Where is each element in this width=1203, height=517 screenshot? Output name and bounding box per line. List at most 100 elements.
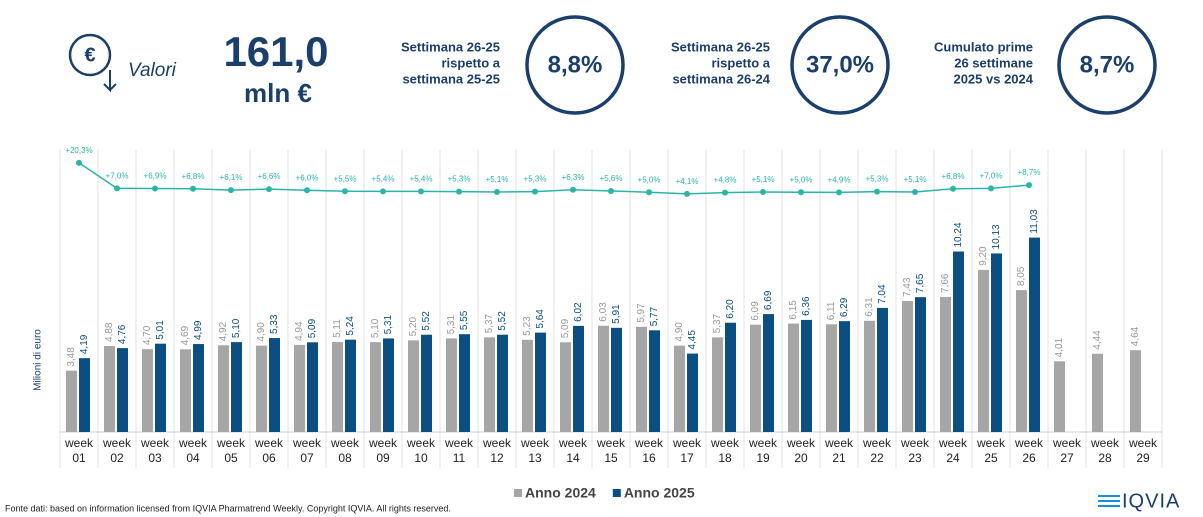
growth-label: +4,1% [676, 177, 699, 186]
kpi-circle [525, 15, 625, 115]
growth-point [570, 186, 576, 193]
bar [408, 340, 419, 432]
bar [383, 338, 394, 432]
data-label: 4,45 [687, 330, 698, 350]
data-label: 10,13 [991, 224, 1002, 249]
bar [839, 321, 850, 432]
kpi-caption: rispetto a [711, 55, 770, 70]
bar [535, 332, 546, 432]
bar [560, 342, 571, 432]
x-tick-label: week 26 [1014, 436, 1044, 465]
growth-point [456, 188, 462, 195]
euro-symbol: € [84, 44, 95, 66]
x-tick-label: week 16 [634, 436, 664, 465]
bar [142, 349, 153, 432]
total-value: 161,0 [223, 28, 328, 75]
bar [864, 320, 875, 432]
growth-point [532, 188, 538, 195]
growth-line [78, 162, 1030, 195]
kpi-caption: 2025 vs 2024 [953, 71, 1033, 86]
data-label: 6,20 [725, 299, 736, 319]
growth-point [874, 188, 880, 195]
bar [1054, 361, 1065, 432]
bar [345, 339, 356, 432]
data-label: 7,65 [915, 273, 926, 293]
data-label: 5,91 [611, 304, 622, 324]
data-label: 4,88 [104, 322, 115, 342]
bar [117, 348, 128, 432]
bar [750, 324, 761, 432]
data-label: 7,66 [940, 273, 951, 293]
x-tick-label: week 28 [1090, 436, 1120, 465]
growth-point [418, 188, 424, 195]
x-tick-label: week 23 [900, 436, 930, 465]
growth-label: +5,3% [866, 175, 889, 184]
growth-label: +8,7% [1018, 168, 1041, 177]
x-tick-label: week 10 [406, 436, 436, 465]
bar [687, 353, 698, 432]
growth-point [304, 187, 310, 194]
kpi-caption: Settimana 26-25 [401, 39, 500, 54]
x-tick-label: week 09 [368, 436, 398, 465]
data-label: 6,29 [839, 297, 850, 317]
bar [712, 337, 723, 432]
data-label: 6,02 [573, 302, 584, 322]
data-label: 5,52 [497, 311, 508, 331]
data-label: 5,37 [484, 313, 495, 333]
growth-label: +6,0% [296, 173, 319, 182]
growth-point [76, 159, 82, 166]
bar [370, 342, 381, 432]
x-tick-label: week 29 [1128, 436, 1158, 465]
kpi-value: 8,7% [1080, 51, 1135, 78]
data-label: 3,48 [66, 347, 77, 367]
growth-point [114, 185, 120, 192]
growth-point [342, 188, 348, 195]
bar [231, 342, 242, 432]
data-label: 4,90 [256, 322, 267, 342]
legend-swatch [612, 489, 621, 497]
euro-icon [68, 33, 112, 77]
data-label: 5,31 [383, 315, 394, 335]
kpi-caption: settimana 25-25 [402, 71, 500, 86]
bar [674, 345, 685, 432]
bar [307, 342, 318, 432]
bar [801, 319, 812, 432]
data-label: 5,37 [712, 313, 723, 333]
growth-point [950, 185, 956, 192]
kpi-value: 37,0% [806, 51, 874, 78]
data-label: 7,04 [877, 284, 888, 304]
bar [611, 327, 622, 432]
logo-bar [1098, 505, 1120, 507]
bar [269, 338, 280, 432]
bar [877, 307, 888, 432]
growth-point [722, 189, 728, 196]
data-label: 4,90 [674, 322, 685, 342]
data-label: 5,11 [332, 319, 343, 338]
bar [332, 341, 343, 432]
logo-text: IQVIA [1122, 490, 1180, 512]
bar [155, 343, 166, 432]
growth-label: +20,3% [65, 146, 92, 155]
data-label: 6,69 [763, 290, 774, 310]
bar [1092, 353, 1103, 432]
bar [104, 345, 115, 432]
bar [788, 323, 799, 432]
bar [522, 339, 533, 432]
data-label: 5,01 [155, 320, 166, 340]
data-label: 5,97 [636, 303, 647, 323]
bar [497, 334, 508, 432]
data-label: 5,10 [231, 318, 242, 338]
x-tick-label: week 27 [1052, 436, 1082, 465]
y-axis-label: Milioni di euro [33, 329, 44, 391]
bar [978, 269, 989, 432]
bar [193, 344, 204, 432]
growth-point [760, 189, 766, 196]
data-label: 6,11 [826, 301, 837, 320]
bar [953, 251, 964, 432]
total-unit: mln € [244, 78, 312, 108]
kpi-circle [790, 15, 890, 115]
data-label: 5,64 [535, 309, 546, 329]
growth-label: +6,6% [258, 172, 281, 181]
growth-label: +4,8% [714, 176, 737, 185]
data-label: 5,23 [522, 316, 533, 336]
